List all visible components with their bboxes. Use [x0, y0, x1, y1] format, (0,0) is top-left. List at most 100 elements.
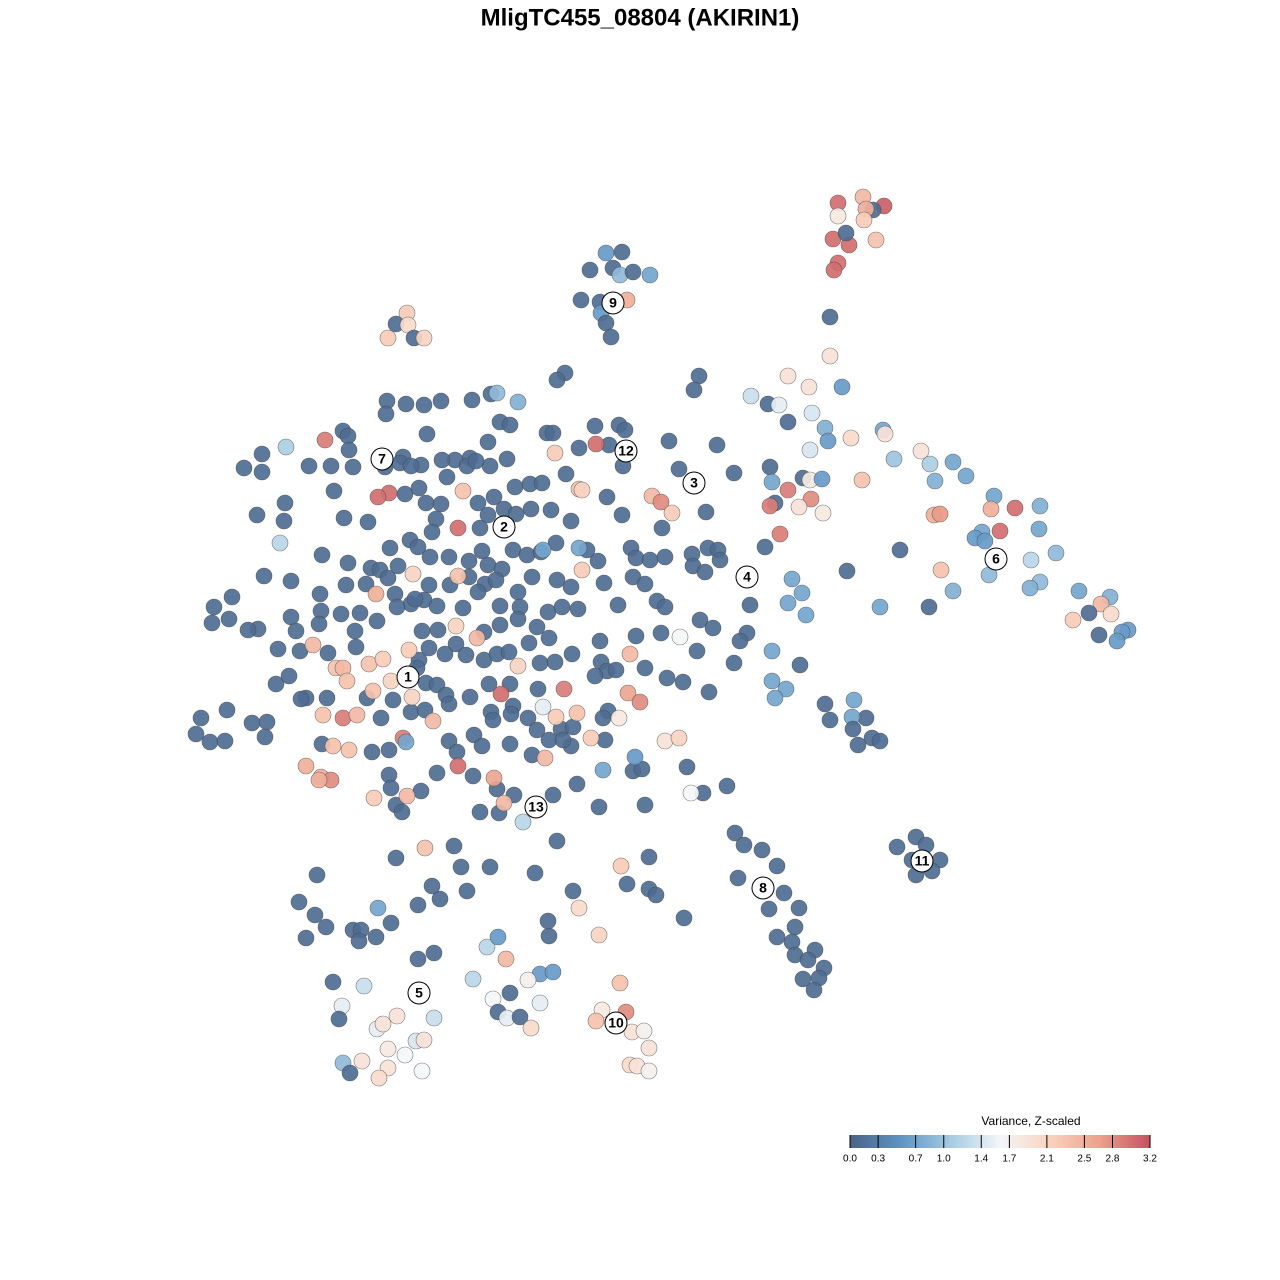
colorbar-segment [896, 1135, 899, 1148]
point [671, 628, 689, 646]
point [347, 638, 365, 656]
point [598, 488, 616, 506]
point [393, 803, 411, 821]
colorbar-segment [1094, 1135, 1097, 1148]
point [507, 505, 525, 523]
cluster-label: 13 [528, 799, 544, 815]
colorbar-segment [1106, 1135, 1109, 1148]
colorbar-segment [966, 1135, 969, 1148]
colorbar-segment [920, 1135, 923, 1148]
colorbar-segment [1134, 1135, 1137, 1148]
point [816, 695, 834, 713]
colorbar-segment [1076, 1135, 1079, 1148]
point [597, 244, 615, 262]
point [825, 261, 843, 279]
colorbar-segment [1014, 1135, 1017, 1148]
point [416, 839, 434, 857]
point [635, 1022, 653, 1040]
point [548, 832, 566, 850]
colorbar-segment [1022, 1135, 1025, 1148]
point [374, 650, 392, 668]
point [658, 669, 676, 687]
point [799, 951, 817, 969]
point [704, 619, 722, 637]
point [534, 698, 552, 716]
point [522, 1019, 540, 1037]
colorbar-segment [1020, 1135, 1023, 1148]
point [569, 600, 587, 618]
point [504, 541, 522, 559]
point [675, 909, 693, 927]
point [837, 224, 855, 242]
point [640, 1039, 658, 1057]
point [656, 732, 674, 750]
colorbar-segment [1002, 1135, 1005, 1148]
point [656, 598, 674, 616]
point [621, 645, 639, 663]
point [563, 645, 581, 663]
point [337, 576, 355, 594]
cluster-marker [396, 665, 420, 689]
point [468, 629, 486, 647]
point [779, 367, 797, 385]
colorbar-segment [874, 1135, 877, 1148]
point [372, 709, 390, 727]
colorbar-segment [1040, 1135, 1043, 1148]
colorbar-segment [1124, 1135, 1127, 1148]
point [201, 733, 219, 751]
colorbar-segment [1112, 1135, 1115, 1148]
point [368, 612, 386, 630]
colorbar-segment [1068, 1135, 1071, 1148]
point [553, 598, 571, 616]
point [216, 732, 234, 750]
colorbar-tick-label: 1.7 [1002, 1154, 1016, 1165]
point [500, 643, 518, 661]
point [420, 639, 438, 657]
point [415, 396, 433, 414]
point [382, 672, 400, 690]
colorbar-segment [1110, 1135, 1113, 1148]
point [509, 610, 527, 628]
colorbar-segment [1016, 1135, 1019, 1148]
colorbar-tick-label: 2.8 [1106, 1154, 1120, 1165]
colorbar-segment [992, 1135, 995, 1148]
colorbar-segment [1096, 1135, 1099, 1148]
point [770, 396, 788, 414]
point [440, 695, 458, 713]
point [790, 498, 808, 516]
point [572, 291, 590, 309]
colorbar-segment [974, 1135, 977, 1148]
point [534, 541, 552, 559]
colorbar-segment [1122, 1135, 1125, 1148]
colorbar-segment [940, 1135, 943, 1148]
cluster-marker [370, 447, 394, 471]
point [403, 688, 421, 706]
colorbar-tick-label: 1.4 [974, 1154, 988, 1165]
point [363, 743, 381, 761]
point [498, 450, 516, 468]
point [519, 971, 537, 989]
point [595, 574, 613, 592]
point [741, 596, 759, 614]
point [492, 685, 510, 703]
colorbar-segment [964, 1135, 967, 1148]
colorbar-segment [938, 1135, 941, 1148]
colorbar-segment [862, 1135, 865, 1148]
point [548, 371, 566, 389]
colorbar-segment [858, 1135, 861, 1148]
point [334, 709, 352, 727]
colorbar-segment [880, 1135, 883, 1148]
point [413, 1062, 431, 1080]
point [867, 231, 885, 249]
colorbar-segment [1084, 1135, 1087, 1148]
colorbar-segment [1128, 1135, 1131, 1148]
colorbar-title: Variance, Z-scaled [981, 1114, 1080, 1128]
point [421, 548, 439, 566]
point [656, 548, 674, 566]
point [464, 767, 482, 785]
colorbar-segment [954, 1135, 957, 1148]
point [594, 709, 612, 727]
point [725, 654, 743, 672]
colorbar-segment [988, 1135, 991, 1148]
point [340, 441, 358, 459]
